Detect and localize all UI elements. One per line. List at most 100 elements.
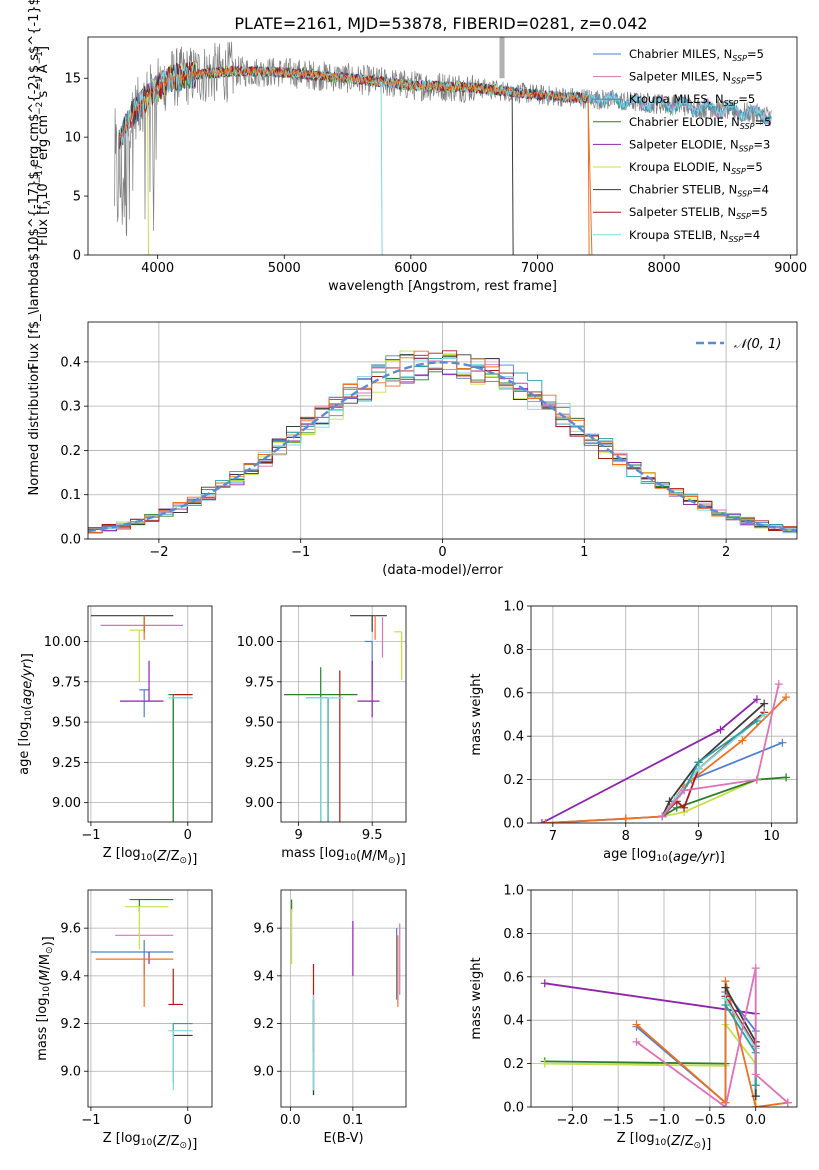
- legend-text: Chabrier ELODIE, N: [629, 115, 740, 129]
- label-part: ⊙: [180, 856, 188, 866]
- legend-text: =5: [755, 115, 772, 129]
- label-part: (: [20, 705, 35, 710]
- tick-label-x: 1: [580, 545, 588, 560]
- mass-weight-marker: [738, 736, 747, 745]
- legend-label: Kroupa ELODIE, NSSP=5: [629, 160, 763, 176]
- tick-label-x: 5000: [268, 261, 301, 276]
- x-axis-label: age [log10(age/yr)]: [603, 847, 725, 865]
- tick-label-y: 0: [73, 249, 81, 264]
- tick-label-y: 10.00: [44, 635, 81, 650]
- spectrum-drop: [147, 96, 150, 255]
- mass-weight-marker: [751, 1070, 760, 1079]
- mass-weight-line: [544, 982, 756, 1015]
- label-part: )]: [396, 852, 406, 867]
- label-part: mass [: [35, 1017, 50, 1060]
- label-part: (: [152, 1134, 157, 1149]
- y-label-part: −2: [35, 102, 45, 115]
- x-axis-label: Z [log10(Z/Z⊙)]: [103, 1131, 198, 1152]
- grid: [88, 890, 212, 1107]
- legend-text: Salpeter ELODIE, N: [629, 137, 739, 151]
- mass-weight-marker: [632, 1020, 641, 1029]
- label-part: 10: [141, 1138, 153, 1148]
- y-label-part: ]: [36, 46, 51, 51]
- axes-frame: [87, 605, 213, 823]
- tick-label-x: 9.5: [362, 828, 383, 843]
- label-part: mass [: [281, 846, 324, 861]
- legend-text: Chabrier MILES, N: [629, 47, 732, 61]
- tick-label-x: 0.0: [280, 1113, 301, 1128]
- tick-label-y: 9.0: [253, 1065, 274, 1080]
- label-part: 10: [24, 710, 34, 722]
- label-part: M: [38, 970, 53, 981]
- y-label-part: erg cm: [36, 115, 51, 164]
- model-spectrum: [119, 67, 588, 138]
- label-part: )]: [187, 1137, 197, 1152]
- mass-weight-marker: [782, 773, 791, 782]
- tick-label-y: 10.00: [237, 635, 274, 650]
- y-axis-label: mass [log10(M/M⊙)]: [35, 936, 56, 1060]
- label-part: log: [637, 847, 657, 862]
- legend-text: =4: [752, 183, 769, 197]
- axes-frame: [530, 605, 798, 824]
- tick-label-x: 0: [438, 545, 446, 560]
- label-part: 10: [42, 986, 52, 998]
- tick-label-y: 0.2: [503, 773, 524, 788]
- label-part: (: [356, 849, 361, 864]
- legend-label: Salpeter ELODIE, NSSP=3: [629, 137, 770, 153]
- mass-weight-marker: [540, 1059, 549, 1068]
- tick-label-y: 0.4: [503, 1014, 524, 1029]
- tick-label-y: 0.4: [503, 730, 524, 745]
- x-axis-label: (data-model)/error: [382, 563, 503, 578]
- mass-weight-marker: [680, 786, 689, 795]
- mass-weight-marker: [680, 803, 689, 812]
- legend-sub: SSP: [739, 144, 754, 153]
- plot-area: [540, 964, 792, 1107]
- legend-sub: SSP: [731, 77, 746, 86]
- grid: [531, 605, 797, 824]
- tick-label-x: 0: [184, 828, 192, 843]
- legend-text: =5: [746, 70, 763, 84]
- tick-label-x: −1: [291, 545, 310, 560]
- plot-area: [114, 37, 772, 255]
- grid: [281, 606, 406, 822]
- y-axis-label: Normed distribution: [27, 366, 42, 496]
- tick-label-y: 9.4: [60, 969, 81, 984]
- spectrum-drop: [511, 91, 514, 255]
- panel-spectrum: 4000 5000 6000 7000 8000 9000 0 5 10 15 wavelength…: [27, 0, 807, 370]
- tick-label-y: 0.2: [503, 1057, 524, 1072]
- axes-frame: [87, 889, 213, 1108]
- spectrum-drop: [380, 81, 383, 255]
- tick-label-x: −1: [81, 1113, 100, 1128]
- label-part: 10: [656, 854, 668, 864]
- mass-weight-line: [661, 776, 787, 818]
- label-part: (: [152, 849, 157, 864]
- mass-weight-line: [661, 683, 780, 818]
- mass-weight-marker: [752, 695, 761, 704]
- mass-weight-marker: [774, 680, 783, 689]
- mass-weight-marker: [658, 812, 667, 821]
- label-part: (: [666, 1134, 671, 1149]
- legend-sub: SSP: [740, 122, 755, 131]
- y-label-part: −1: [35, 77, 45, 90]
- axes: 0.0 0.1 9.0 9.2 9.4 9.6 E(B-V): [253, 889, 407, 1146]
- axes-frame: [530, 889, 798, 1108]
- mass-weight-marker: [721, 1103, 730, 1107]
- label-part: (: [668, 850, 673, 865]
- panel-mass_vs_EBV: 0.0 0.1 9.0 9.2 9.4 9.6 E(B-V): [253, 889, 407, 1146]
- legend-text: Chabrier STELIB, N: [629, 183, 737, 197]
- legend-label: Chabrier STELIB, NSSP=4: [629, 183, 769, 199]
- mass-weight-marker: [721, 1001, 730, 1010]
- tick-label-x: 8000: [648, 261, 681, 276]
- label-part: /M: [372, 849, 388, 864]
- label-part: 10: [141, 853, 153, 863]
- tick-label-y: 9.2: [60, 1017, 81, 1032]
- label-part: log: [35, 998, 50, 1018]
- tick-label-y: 9.6: [60, 922, 81, 937]
- histogram-series: [88, 350, 797, 533]
- tick-label-x: 4000: [141, 261, 174, 276]
- legend-text: Kroupa STELIB, N: [629, 228, 729, 242]
- mass-weight-marker: [752, 717, 761, 726]
- legend-sub: SSP: [724, 99, 739, 108]
- label-part: age [: [17, 741, 32, 774]
